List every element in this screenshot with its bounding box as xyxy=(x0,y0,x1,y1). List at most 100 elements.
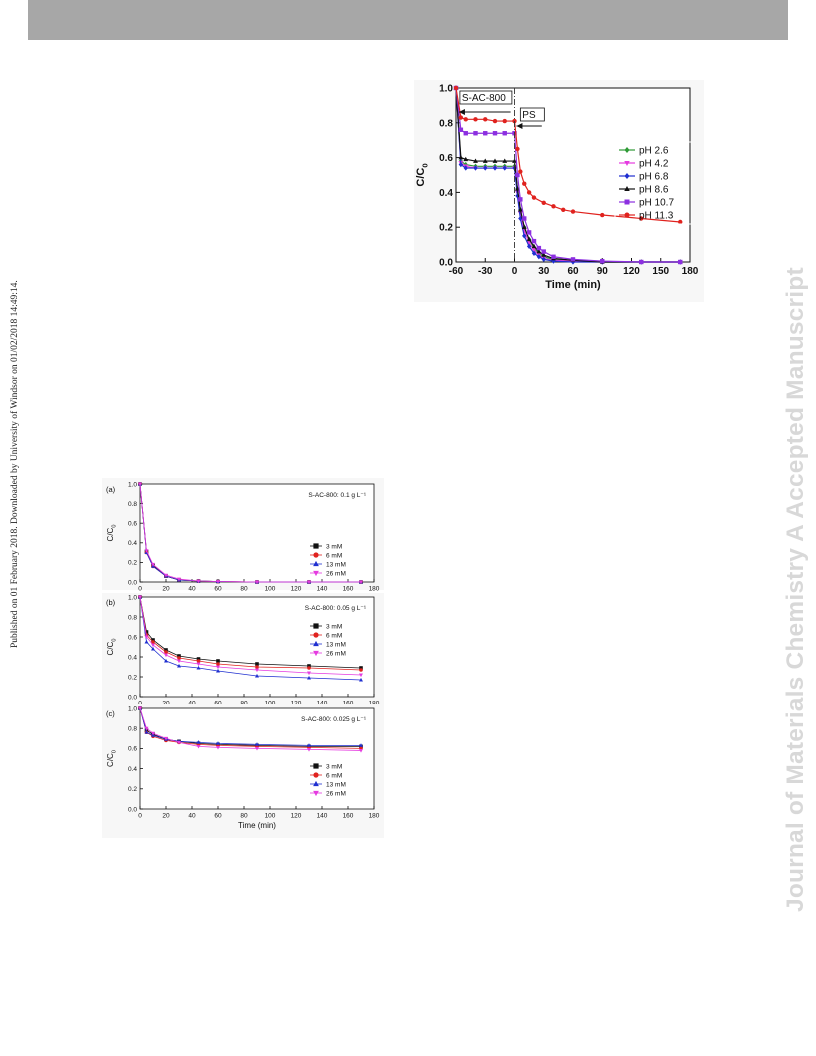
annotation-s-ac-800: S-AC-800 xyxy=(462,93,506,104)
y-tick-label: 0.8 xyxy=(128,501,137,508)
series-line-13-mm xyxy=(139,707,361,746)
legend-label-26-mm: 26 mM xyxy=(326,790,346,797)
data-point-ph-8-6 xyxy=(512,158,517,163)
y-tick-label: 0.0 xyxy=(128,579,137,586)
y-axis-label: C/C0 xyxy=(415,163,429,186)
y-tick-label: 0.0 xyxy=(128,806,137,813)
data-point-13-mm xyxy=(307,675,311,680)
data-point-3-mm xyxy=(151,638,155,642)
legend-box xyxy=(614,141,692,225)
data-point-13-mm xyxy=(307,743,311,747)
data-point-3-mm xyxy=(144,630,149,634)
data-point-ph-11-3 xyxy=(483,117,488,122)
data-point-ph-8-6 xyxy=(458,154,464,160)
data-point-26-mm xyxy=(164,736,168,741)
x-tick-label: 120 xyxy=(623,266,640,277)
data-point-26-mm xyxy=(216,745,220,750)
data-point-ph-11-3 xyxy=(453,85,459,91)
data-point-ph-6-8 xyxy=(473,165,478,171)
data-point-ph-4-2 xyxy=(531,248,537,253)
dosage-chart-c: 0.0 0.2 0.4 0.6 0.8 1.0 0 20 40 60 80 100 120 140 160 1… xyxy=(102,704,384,838)
data-point-ph-10-7 xyxy=(473,131,478,136)
data-point-ph-11-3 xyxy=(639,216,644,221)
data-point-3-mm xyxy=(164,648,168,652)
data-point-26-mm xyxy=(144,549,149,553)
data-point-3-mm xyxy=(177,654,181,658)
data-point-ph-8-6 xyxy=(463,156,469,162)
legend-marker xyxy=(313,570,319,577)
data-point-ph-6-8 xyxy=(541,256,546,263)
y-tick-label: 1.0 xyxy=(128,594,137,601)
data-point-6-mm xyxy=(196,659,201,663)
data-point-ph-10-7 xyxy=(541,249,546,254)
series-line-3-mm xyxy=(139,707,361,747)
x-tick-label: 160 xyxy=(343,813,354,820)
series-line-26-mm xyxy=(139,707,362,751)
legend-label-6-mm: 6 mM xyxy=(326,632,342,639)
data-point-ph-11-3 xyxy=(463,117,468,122)
y-tick-label: 0.2 xyxy=(128,560,137,567)
y-tick-label: 0.4 xyxy=(439,188,453,199)
data-point-3-mm xyxy=(255,662,259,666)
data-point-ph-8-6 xyxy=(521,224,527,229)
data-point-13-mm xyxy=(196,665,201,670)
x-tick-label: 120 xyxy=(291,586,302,593)
series-line-26-mm xyxy=(139,483,361,583)
x-tick-label: 180 xyxy=(682,266,699,277)
data-point-6-mm xyxy=(164,650,168,654)
x-tick-label: 80 xyxy=(240,586,248,593)
legend-marker xyxy=(624,212,630,218)
x-tick-label: 120 xyxy=(291,813,302,820)
legend-label-ph-4-2: pH 4.2 xyxy=(639,159,669,170)
data-point-ph-10-7 xyxy=(551,254,556,259)
x-tick-label: 0 xyxy=(512,266,518,277)
data-point-ph-11-3 xyxy=(541,200,546,206)
data-point-ph-8-6 xyxy=(517,207,523,212)
x-tick-label: 20 xyxy=(162,813,170,820)
y-tick-label: 1.0 xyxy=(128,481,137,488)
data-point-ph-11-3 xyxy=(522,181,527,186)
plot-frame xyxy=(139,596,375,698)
data-point-ph-11-3 xyxy=(531,195,537,200)
legend-label-26-mm: 26 mM xyxy=(326,650,346,657)
annotation-box xyxy=(519,107,545,122)
data-point-ph-11-3 xyxy=(502,118,507,124)
data-point-ph-10-7 xyxy=(492,131,498,136)
panel-label: (a) xyxy=(106,485,116,494)
y-tick-label: 1.0 xyxy=(128,705,137,712)
x-tick-label: 40 xyxy=(188,586,196,593)
data-point-ph-6-8 xyxy=(492,165,498,171)
data-point-26-mm xyxy=(196,662,201,667)
x-tick-label: 60 xyxy=(214,813,222,820)
x-tick-label: 150 xyxy=(652,266,669,277)
data-point-ph-6-8 xyxy=(531,250,537,256)
y-tick-label: 0.8 xyxy=(128,614,137,621)
legend-label-26-mm: 26 mM xyxy=(326,570,346,577)
panel-label: (b) xyxy=(106,598,116,607)
data-point-3-mm xyxy=(196,657,201,661)
y-tick-label: 0.4 xyxy=(128,766,137,773)
data-point-ph-10-7 xyxy=(526,230,532,235)
data-point-26-mm xyxy=(151,731,155,736)
x-axis-label: Time (min) xyxy=(545,279,601,291)
legend-marker xyxy=(624,173,630,179)
data-point-6-mm xyxy=(151,640,155,644)
x-tick-label: 0 xyxy=(138,586,142,593)
annotation-box xyxy=(459,90,513,105)
series-line-6-mm xyxy=(139,596,362,671)
y-tick-label: 0.8 xyxy=(439,118,453,129)
data-point-ph-10-7 xyxy=(518,197,523,202)
data-point-ph-11-3 xyxy=(600,212,605,218)
legend-label-13-mm: 13 mM xyxy=(326,561,346,568)
y-tick-label: 0.0 xyxy=(128,694,137,701)
data-point-ph-10-7 xyxy=(515,172,520,178)
data-point-13-mm xyxy=(144,730,149,734)
data-point-26-mm xyxy=(255,668,259,673)
x-tick-label: 100 xyxy=(265,813,276,820)
data-point-ph-6-8 xyxy=(551,258,556,264)
x-tick-label: 60 xyxy=(567,266,579,277)
data-point-ph-11-3 xyxy=(492,118,498,124)
data-point-26-mm xyxy=(216,580,220,584)
data-point-ph-10-7 xyxy=(502,131,507,136)
legend-marker xyxy=(313,623,319,629)
